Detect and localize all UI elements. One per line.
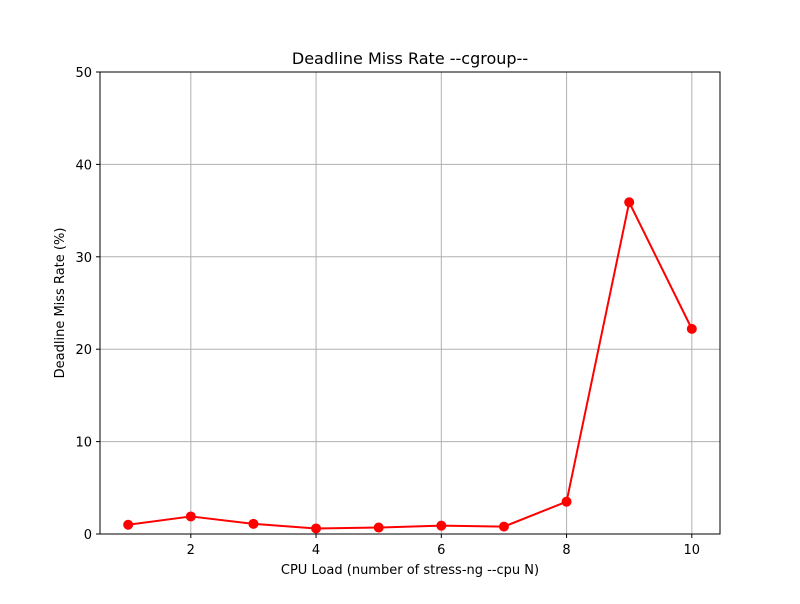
plot-frame bbox=[99, 71, 721, 535]
y-axis-label: Deadline Miss Rate (%) bbox=[53, 228, 68, 379]
x-tick-label: 2 bbox=[187, 543, 195, 558]
series bbox=[123, 197, 697, 534]
y-tick-label: 30 bbox=[75, 251, 92, 266]
axes bbox=[99, 71, 721, 535]
data-point bbox=[123, 519, 134, 530]
data-point bbox=[498, 521, 509, 532]
y-tick-label: 20 bbox=[75, 343, 92, 358]
x-tick-label: 6 bbox=[437, 543, 445, 558]
data-point bbox=[373, 522, 384, 533]
ticks: 2 4 6 8 10 0 10 20 30 40 50 bbox=[75, 66, 700, 558]
data-point bbox=[248, 518, 259, 529]
series-line bbox=[128, 201, 693, 530]
data-point bbox=[311, 523, 322, 534]
data-point bbox=[624, 197, 635, 208]
y-tick-label: 50 bbox=[75, 66, 92, 81]
data-point bbox=[686, 323, 697, 334]
x-axis-label: CPU Load (number of stress-ng --cpu N) bbox=[281, 563, 539, 578]
x-tick-label: 10 bbox=[684, 543, 701, 558]
data-point bbox=[561, 496, 572, 507]
y-tick-label: 0 bbox=[84, 528, 92, 543]
data-point bbox=[436, 520, 447, 531]
grid bbox=[100, 71, 720, 535]
y-tick-label: 40 bbox=[75, 158, 92, 173]
data-point bbox=[185, 511, 196, 522]
chart-title: Deadline Miss Rate --cgroup-- bbox=[292, 49, 528, 68]
y-tick-label: 10 bbox=[75, 436, 92, 451]
x-tick-label: 4 bbox=[312, 543, 320, 558]
x-tick-label: 8 bbox=[562, 543, 570, 558]
